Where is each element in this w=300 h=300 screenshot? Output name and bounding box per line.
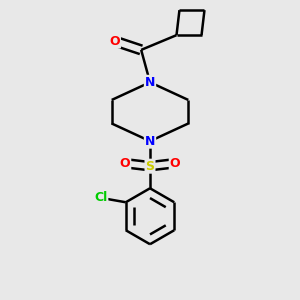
Text: O: O	[120, 157, 130, 170]
Text: Cl: Cl	[94, 191, 107, 204]
Text: O: O	[170, 157, 180, 170]
Text: N: N	[145, 135, 155, 148]
Text: N: N	[145, 76, 155, 89]
Text: S: S	[146, 160, 154, 173]
Text: O: O	[110, 34, 120, 48]
